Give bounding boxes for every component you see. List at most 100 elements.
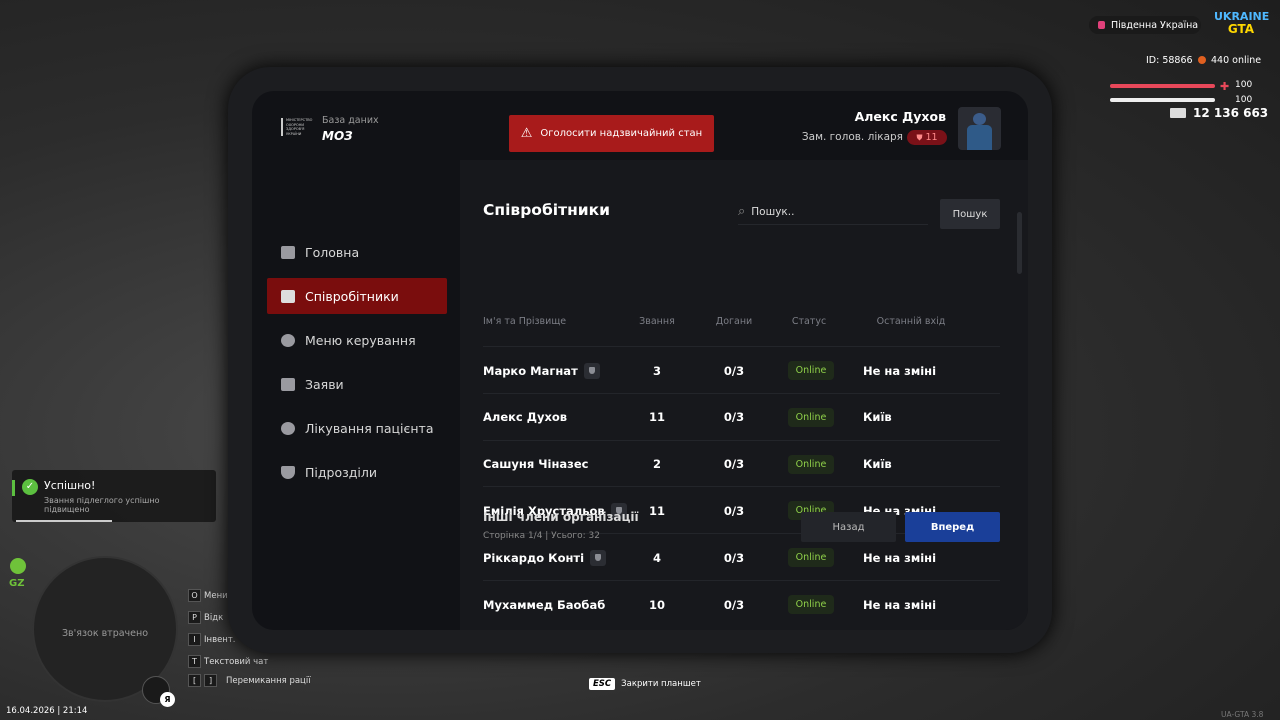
table-row: Алекс Духов 11 0/3 Online Київ [483, 392, 1000, 441]
online-icon [1198, 56, 1206, 64]
hotkey-label: Мени [204, 590, 228, 601]
server-badge: Південна Україна [1089, 16, 1201, 34]
warning-icon: ⚠ [520, 126, 533, 141]
esc-key: ESC [589, 678, 616, 690]
cell: Online [781, 534, 841, 581]
hotkey-label: Інвент. [204, 634, 236, 645]
version: UA-GTA 3.8 [1221, 710, 1264, 719]
health-icon: ✚ [1220, 80, 1230, 93]
heading: Співробітники [483, 201, 611, 219]
hotkey-label: Відк [204, 612, 224, 623]
hotkey: O Мени [188, 589, 228, 602]
column-header: Звання [639, 316, 675, 327]
player-id: ID: 58866 [1146, 55, 1193, 66]
warnings: 0/3 [723, 410, 745, 425]
emblem: МІНІСТЕРСТВО ОХОРОНИ ЗДОРОВ'Я УКРАЇНИ [281, 118, 312, 136]
nav-item[interactable]: Лікування пацієнта [267, 410, 447, 446]
rank: 4 [652, 550, 661, 565]
cell: Online [781, 347, 841, 394]
warnings: 0/3 [723, 503, 745, 518]
search-input[interactable]: ⌕ Пошук.. [738, 199, 928, 225]
hotkey: [] Перемикання рації [188, 674, 311, 687]
cell: Online [781, 394, 841, 441]
logo-bottom: GTA [1227, 22, 1255, 36]
rank-shield [590, 549, 607, 566]
mic-label: Я [160, 692, 175, 707]
rank: 11 [648, 410, 665, 425]
tablet: МІНІСТЕРСТВО ОХОРОНИ ЗДОРОВ'Я УКРАЇНИ Ба… [228, 67, 1052, 653]
back-button[interactable]: Назад [801, 512, 896, 542]
money-icon [1170, 108, 1186, 118]
nav-label: Лікування пацієнта [305, 420, 434, 436]
logo-top: UKRAINE [1214, 10, 1270, 23]
nav-icon [281, 421, 295, 435]
hotkey-key: O [188, 589, 201, 602]
rank: 2 [652, 457, 661, 472]
hotkey-key: P [188, 611, 201, 624]
search-button[interactable]: Пошук [940, 199, 1000, 229]
nav-icon [281, 289, 295, 303]
rank-shield [610, 502, 627, 519]
column-header: Останній вхід [876, 316, 946, 327]
next-button[interactable]: Вперед [905, 512, 1000, 542]
notification-text: Звання підлеглого успішно підвищено [44, 496, 160, 514]
warnings: 0/3 [723, 597, 745, 612]
armor-value: 100 [1235, 95, 1253, 105]
hotkey: T Текстовий чат [188, 655, 268, 668]
subtitle: База даних [322, 115, 379, 126]
warnings: 0/3 [723, 363, 745, 378]
column-header: Статус [791, 316, 827, 327]
nav-label: Підрозділи [305, 464, 377, 480]
title: МОЗ [322, 129, 353, 143]
zone-label: GZ [9, 578, 25, 589]
health-value: 100 [1235, 80, 1253, 90]
emergency-button[interactable]: ⚠ Оголосити надзвичайний стан [509, 115, 714, 152]
cell: Мухаммед Баобаб [483, 581, 605, 628]
nav-icon [281, 333, 295, 347]
hotkey-label: Текстовий чат [204, 656, 269, 667]
employee-name: Емілія Хрустальов [483, 503, 605, 518]
nav-item[interactable]: Підрозділи [267, 454, 447, 490]
cell: Емілія Хрустальов [483, 487, 627, 534]
warnings: 0/3 [723, 550, 745, 565]
nav-item[interactable]: Головна [267, 234, 447, 270]
rank: 10 [648, 597, 665, 612]
hotkey-key: ] [204, 674, 217, 687]
notification-title: Успішно! [44, 479, 96, 492]
employee-name: Сашуня Чіназес [483, 457, 589, 472]
employee-name: Ріккардо Конті [483, 550, 585, 565]
footer-title: Інші члени організації [483, 510, 639, 524]
server-icon [1098, 21, 1105, 29]
column-header: Догани [715, 316, 753, 327]
cell: Алекс Духов [483, 394, 567, 441]
footer-info: Сторінка 1/4 | Усього: 32 [483, 531, 601, 541]
status: Online [787, 361, 835, 380]
nav-icon [281, 245, 295, 259]
nav-icon [281, 465, 295, 479]
nav-label: Співробітники [305, 288, 399, 304]
search-icon: ⌕ [738, 204, 746, 219]
employee-name: Алекс Духов [483, 410, 568, 425]
user-name: Алекс Духов [854, 109, 946, 124]
cell: Online [781, 581, 841, 628]
avatar [958, 107, 1001, 150]
rank-icon: ⛊ [916, 132, 923, 142]
last-login: Не на зміні [863, 550, 937, 565]
cell: Сашуня Чіназес [483, 441, 588, 488]
rank-value: 11 [925, 132, 938, 143]
hotkey: P Відк [188, 611, 223, 624]
hotkey-label: Перемикання рації [226, 675, 311, 686]
avatar-head [973, 113, 986, 125]
nav-item[interactable]: Співробітники [267, 278, 447, 314]
table-row: Ріккардо Конті 4 0/3 Online Не на зміні [483, 533, 1000, 580]
notification-accent [12, 480, 15, 496]
hotkey: I Інвент. [188, 633, 236, 646]
hotkey-key: [ [188, 674, 201, 687]
rank: 11 [648, 503, 665, 518]
esc-hint: ESC Закрити планшет [589, 678, 701, 690]
nav-item[interactable]: Меню керування [267, 322, 447, 358]
nav-item[interactable]: Заяви [267, 366, 447, 402]
datetime: 16.04.2026 | 21:14 [6, 706, 88, 716]
content-panel: Співробітники ⌕ Пошук.. Пошук Ім'я та Прі… [460, 160, 1028, 630]
